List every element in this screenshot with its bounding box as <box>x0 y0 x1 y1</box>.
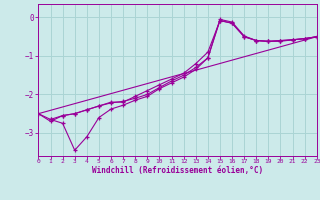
X-axis label: Windchill (Refroidissement éolien,°C): Windchill (Refroidissement éolien,°C) <box>92 166 263 175</box>
